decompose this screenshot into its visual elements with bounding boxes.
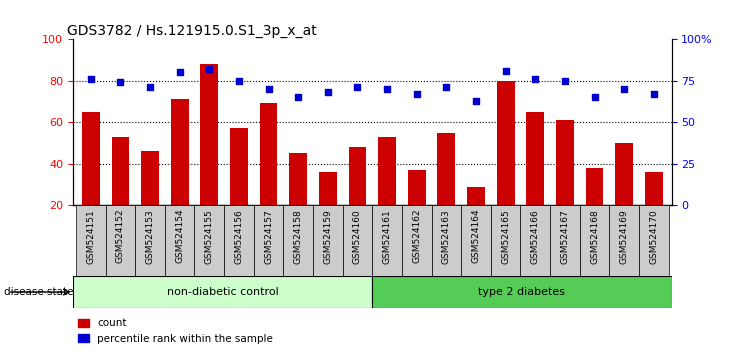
Point xyxy=(381,86,393,92)
Bar xyxy=(550,205,580,276)
Point xyxy=(411,91,423,97)
Text: GSM524170: GSM524170 xyxy=(649,209,658,264)
Bar xyxy=(402,205,431,276)
Point xyxy=(500,68,512,73)
Bar xyxy=(520,205,550,276)
Bar xyxy=(556,120,574,205)
Text: GSM524161: GSM524161 xyxy=(383,209,391,264)
Bar xyxy=(254,205,283,276)
Bar xyxy=(141,151,159,205)
Text: GSM524168: GSM524168 xyxy=(590,209,599,264)
Point xyxy=(174,69,185,75)
Bar xyxy=(82,112,100,205)
Point xyxy=(293,94,304,100)
Bar xyxy=(112,137,129,205)
Point xyxy=(648,91,660,97)
Text: GSM524158: GSM524158 xyxy=(293,209,303,264)
Bar xyxy=(289,153,307,205)
Text: type 2 diabetes: type 2 diabetes xyxy=(478,287,566,297)
Bar xyxy=(165,205,194,276)
Bar xyxy=(283,205,313,276)
Text: GSM524163: GSM524163 xyxy=(442,209,451,264)
Legend: count, percentile rank within the sample: count, percentile rank within the sample xyxy=(78,318,273,344)
Point xyxy=(529,76,541,82)
Bar xyxy=(437,132,456,205)
Bar xyxy=(194,205,224,276)
Bar xyxy=(224,205,254,276)
Bar xyxy=(342,205,372,276)
Point xyxy=(440,84,452,90)
Bar xyxy=(585,168,604,205)
Point xyxy=(618,86,630,92)
Text: GSM524167: GSM524167 xyxy=(561,209,569,264)
Bar xyxy=(135,205,165,276)
Point xyxy=(204,66,215,72)
Bar xyxy=(378,137,396,205)
Point xyxy=(145,84,156,90)
Text: GSM524164: GSM524164 xyxy=(472,209,480,263)
Point xyxy=(322,89,334,95)
Bar xyxy=(201,64,218,205)
Point xyxy=(85,76,96,82)
Bar xyxy=(372,276,672,308)
Text: non-diabetic control: non-diabetic control xyxy=(166,287,279,297)
Point xyxy=(233,78,245,83)
Bar xyxy=(526,112,544,205)
Bar xyxy=(615,143,633,205)
Bar xyxy=(491,205,520,276)
Bar xyxy=(76,205,106,276)
Text: GSM524152: GSM524152 xyxy=(116,209,125,263)
Text: GSM524169: GSM524169 xyxy=(620,209,629,264)
Text: GDS3782 / Hs.121915.0.S1_3p_x_at: GDS3782 / Hs.121915.0.S1_3p_x_at xyxy=(67,24,317,38)
Point xyxy=(352,84,364,90)
Bar xyxy=(372,205,402,276)
Bar xyxy=(639,205,669,276)
Text: GSM524162: GSM524162 xyxy=(412,209,421,263)
Text: GSM524153: GSM524153 xyxy=(145,209,155,264)
Bar xyxy=(73,276,372,308)
Bar xyxy=(408,170,426,205)
Point xyxy=(263,86,274,92)
Bar xyxy=(645,172,663,205)
Point xyxy=(470,98,482,103)
Bar xyxy=(319,172,337,205)
Text: GSM524157: GSM524157 xyxy=(264,209,273,264)
Bar xyxy=(610,205,639,276)
Point xyxy=(559,78,571,83)
Point xyxy=(588,94,600,100)
Text: GSM524165: GSM524165 xyxy=(502,209,510,264)
Text: GSM524151: GSM524151 xyxy=(86,209,96,264)
Bar xyxy=(461,205,491,276)
Bar xyxy=(171,99,188,205)
Text: GSM524155: GSM524155 xyxy=(205,209,214,264)
Bar xyxy=(467,187,485,205)
Bar xyxy=(349,147,366,205)
Bar xyxy=(580,205,610,276)
Point xyxy=(115,79,126,85)
Bar xyxy=(230,129,248,205)
Text: GSM524156: GSM524156 xyxy=(234,209,243,264)
Text: GSM524160: GSM524160 xyxy=(353,209,362,264)
Text: GSM524166: GSM524166 xyxy=(531,209,539,264)
Bar xyxy=(106,205,135,276)
Bar xyxy=(260,103,277,205)
Text: GSM524159: GSM524159 xyxy=(323,209,332,264)
Bar xyxy=(313,205,342,276)
Bar xyxy=(496,80,515,205)
Text: GSM524154: GSM524154 xyxy=(175,209,184,263)
Text: disease state: disease state xyxy=(4,287,73,297)
Bar xyxy=(431,205,461,276)
